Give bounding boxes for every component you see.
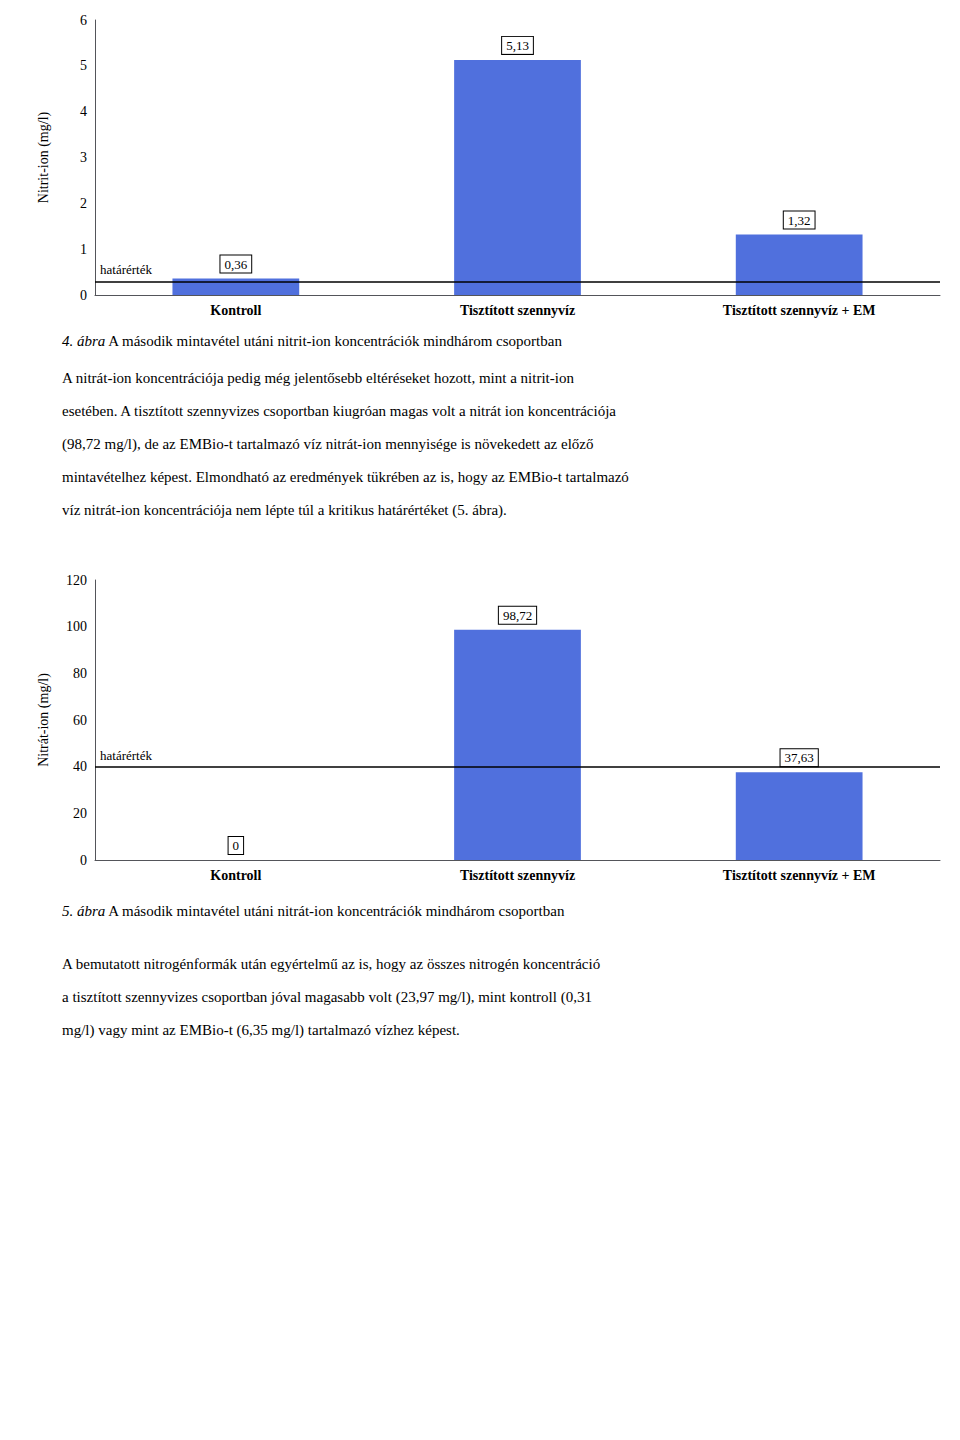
svg-text:Nitrit-ion (mg/l): Nitrit-ion (mg/l): [36, 111, 52, 203]
svg-text:Tisztított szennyvíz + EM: Tisztított szennyvíz + EM: [723, 303, 876, 318]
svg-text:98,72: 98,72: [503, 608, 532, 623]
svg-text:határérték: határérték: [100, 262, 152, 277]
svg-text:Tisztított szennyvíz: Tisztított szennyvíz: [460, 303, 575, 318]
html-text:A nitrát-ion koncentrációja pe: A nitrát-ion koncentrációja pedig még je…: [62, 370, 574, 386]
html-text:mintavételhez képest. Elmondha: mintavételhez képest. Elmondható az ered…: [62, 469, 629, 485]
html-text:5. ábra A második mintavétel u: 5. ábra A második mintavétel utáni nitrá…: [62, 903, 565, 919]
svg-text:20: 20: [73, 806, 87, 821]
html-text:esetében. A tisztított szennyv: esetében. A tisztított szennyvizes csopo…: [62, 403, 616, 419]
svg-text:Tisztított szennyvíz + EM: Tisztított szennyvíz + EM: [723, 868, 876, 883]
html-text:(98,72 mg/l), de az EMBio-t ta: (98,72 mg/l), de az EMBio-t tartalmazó v…: [62, 436, 594, 452]
svg-text:60: 60: [73, 713, 87, 728]
html-text:víz nitrát-ion koncentrációja: víz nitrát-ion koncentrációja nem lépte …: [62, 502, 507, 518]
svg-text:2: 2: [80, 196, 87, 211]
svg-text:1: 1: [80, 242, 87, 257]
html-text:mg/l) vagy mint az EMBio-t (6,: mg/l) vagy mint az EMBio-t (6,35 mg/l) t…: [62, 1022, 460, 1038]
svg-text:5: 5: [80, 58, 87, 73]
svg-text:120: 120: [66, 573, 87, 588]
svg-text:0: 0: [233, 838, 240, 853]
svg-text:3: 3: [80, 150, 87, 165]
html-text:A bemutatott nitrogénformák ut: A bemutatott nitrogénformák után egyérte…: [62, 956, 601, 972]
svg-text:határérték: határérték: [100, 748, 152, 763]
svg-text:6: 6: [80, 13, 87, 28]
svg-text:5,13: 5,13: [506, 38, 529, 53]
html-text:a tisztított szennyvizes csopo: a tisztított szennyvizes csoportban jóva…: [62, 989, 592, 1005]
html-text:4. ábra A második mintavétel u: 4. ábra A második mintavétel utáni nitri…: [62, 333, 562, 349]
svg-text:40: 40: [73, 759, 87, 774]
svg-text:0,36: 0,36: [224, 257, 247, 272]
svg-text:0: 0: [80, 853, 87, 868]
svg-text:Kontroll: Kontroll: [210, 303, 261, 318]
svg-text:Kontroll: Kontroll: [210, 868, 261, 883]
svg-text:37,63: 37,63: [785, 750, 814, 765]
svg-text:80: 80: [73, 666, 87, 681]
svg-text:100: 100: [66, 619, 87, 634]
svg-text:Tisztított szennyvíz: Tisztított szennyvíz: [460, 868, 575, 883]
svg-text:0: 0: [80, 288, 87, 303]
svg-text:Nitrát-ion (mg/l): Nitrát-ion (mg/l): [36, 673, 52, 767]
svg-text:1,32: 1,32: [788, 213, 811, 228]
svg-text:4: 4: [80, 104, 87, 119]
